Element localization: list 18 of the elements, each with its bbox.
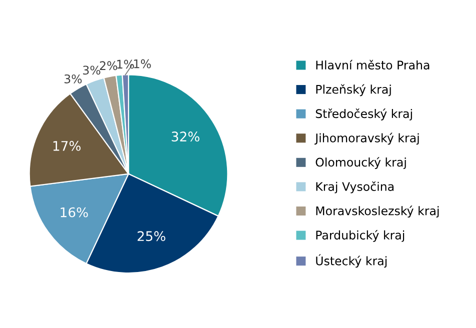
legend-label: Olomoucký kraj: [316, 157, 406, 169]
data-label: 3%: [83, 66, 100, 75]
data-label: 1%: [117, 60, 134, 69]
data-label: 25%: [138, 231, 166, 242]
data-label: 17%: [53, 140, 81, 151]
legend-label: Kraj Vysočina: [316, 181, 394, 194]
data-label: 2%: [100, 61, 118, 70]
data-label: 1%: [134, 59, 151, 68]
legend-label: Pardubický kraj: [316, 230, 404, 242]
legend-label: Jihomoravský kraj: [314, 132, 419, 145]
legend-label: Ústecký kraj: [316, 254, 387, 268]
legend-label: Středočeský kraj: [316, 108, 412, 120]
legend-label: Hlavní město Praha: [316, 60, 430, 70]
data-label: 32%: [172, 132, 200, 142]
data-label: 16%: [60, 207, 88, 218]
legend-label: Plzeňský kraj: [316, 84, 391, 96]
data-label: 3%: [64, 74, 82, 84]
legend-label: Moravskoslezský kraj: [316, 206, 439, 218]
